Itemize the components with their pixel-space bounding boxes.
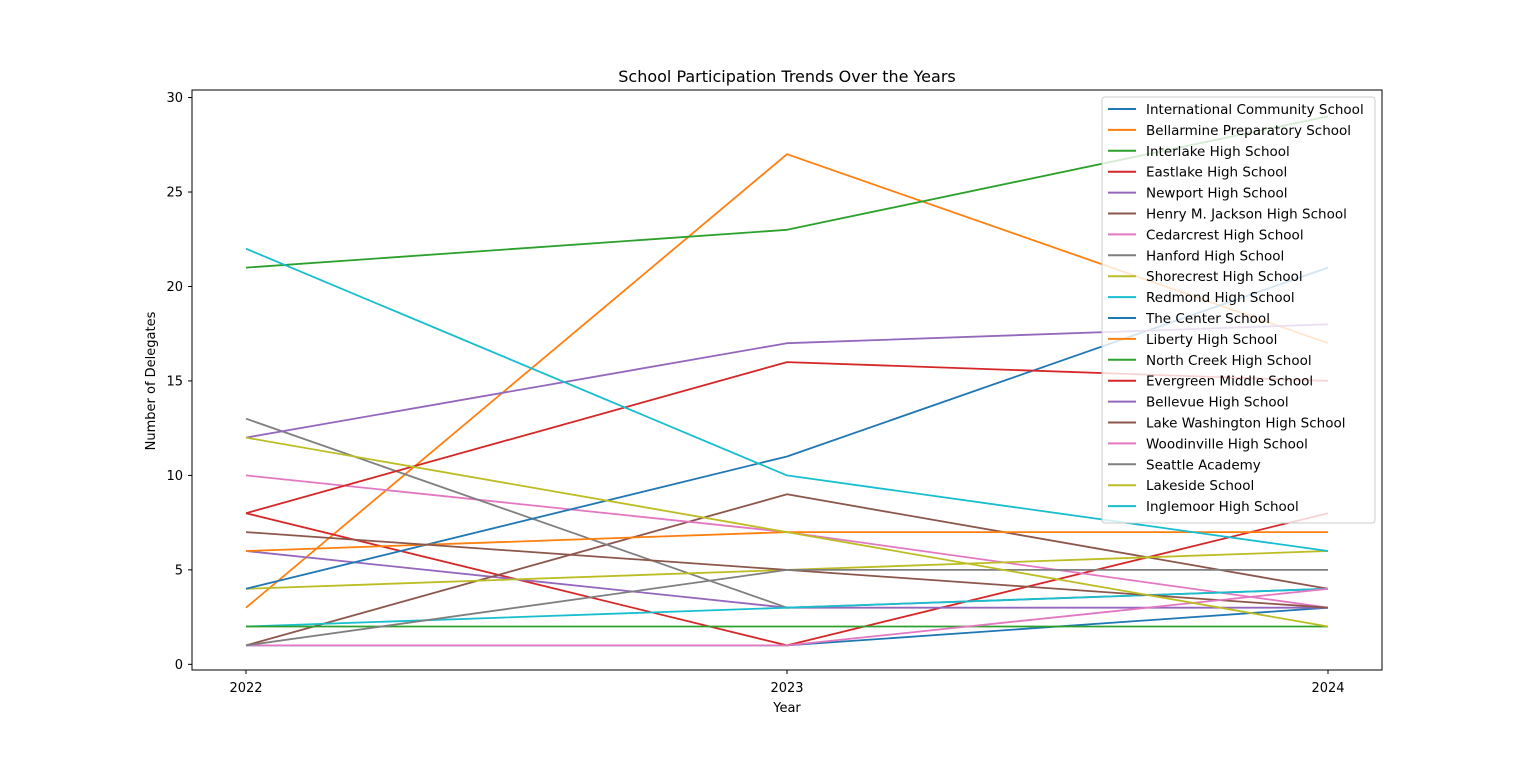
legend-label: Lakeside School bbox=[1146, 478, 1254, 494]
legend-label: Henry M. Jackson High School bbox=[1146, 207, 1347, 223]
legend-label: Woodinville High School bbox=[1146, 436, 1308, 452]
legend-item: Lakeside School bbox=[1108, 478, 1254, 494]
legend-label: Evergreen Middle School bbox=[1146, 374, 1313, 390]
legend-item: Cedarcrest High School bbox=[1108, 227, 1304, 243]
legend-label: North Creek High School bbox=[1146, 353, 1312, 369]
y-tick-label: 30 bbox=[166, 91, 183, 106]
legend-label: Newport High School bbox=[1146, 186, 1288, 202]
y-axis: 0 5 10 15 20 25 30 bbox=[166, 91, 192, 673]
legend-label: Seattle Academy bbox=[1146, 457, 1261, 473]
legend-label: Lake Washington High School bbox=[1146, 416, 1346, 432]
legend-label: The Center School bbox=[1145, 311, 1270, 327]
legend-item: Evergreen Middle School bbox=[1108, 374, 1313, 390]
x-axis-label: Year bbox=[772, 701, 801, 716]
legend-item: Shorecrest High School bbox=[1108, 269, 1303, 285]
y-tick-label: 10 bbox=[166, 469, 183, 484]
legend-label: Hanford High School bbox=[1146, 248, 1284, 264]
legend: International Community School Bellarmine… bbox=[1101, 96, 1376, 524]
legend-item: Interlake High School bbox=[1108, 144, 1290, 160]
series-line-20 bbox=[245, 247, 1329, 552]
legend-item: North Creek High School bbox=[1108, 353, 1312, 369]
series-line-18 bbox=[245, 569, 1328, 647]
legend-item: Henry M. Jackson High School bbox=[1108, 207, 1347, 223]
legend-item: Lake Washington High School bbox=[1108, 416, 1346, 432]
y-tick-label: 20 bbox=[166, 280, 183, 295]
legend-label: Inglemoor High School bbox=[1146, 499, 1299, 515]
y-axis-label: Number of Delegates bbox=[144, 311, 159, 450]
y-tick-label: 25 bbox=[166, 186, 183, 201]
legend-label: Redmond High School bbox=[1146, 290, 1295, 306]
legend-item: Bellevue High School bbox=[1108, 395, 1289, 411]
legend-label: Eastlake High School bbox=[1146, 165, 1287, 181]
legend-item: Bellarmine Preparatory School bbox=[1108, 123, 1351, 139]
legend-label: Cedarcrest High School bbox=[1146, 227, 1304, 243]
y-tick-label: 5 bbox=[175, 563, 183, 578]
x-tick-label: 2022 bbox=[229, 681, 262, 696]
chart-title: School Participation Trends Over the Yea… bbox=[618, 67, 956, 86]
legend-item: Eastlake High School bbox=[1108, 165, 1287, 181]
legend-item: Redmond High School bbox=[1108, 290, 1295, 306]
x-tick-label: 2024 bbox=[1311, 681, 1344, 696]
legend-label: Shorecrest High School bbox=[1146, 269, 1303, 285]
legend-item: Hanford High School bbox=[1108, 248, 1284, 264]
y-tick-label: 15 bbox=[166, 374, 183, 389]
legend-item: Seattle Academy bbox=[1108, 457, 1261, 473]
x-tick-label: 2023 bbox=[770, 681, 803, 696]
legend-label: Bellarmine Preparatory School bbox=[1146, 123, 1351, 139]
legend-item: Woodinville High School bbox=[1108, 436, 1308, 452]
y-tick-label: 0 bbox=[175, 658, 183, 673]
legend-label: International Community School bbox=[1146, 102, 1364, 118]
x-axis: 2022 2023 2024 bbox=[229, 670, 1345, 696]
legend-label: Liberty High School bbox=[1146, 332, 1277, 348]
series-line-17 bbox=[246, 587, 1329, 647]
legend-label: Bellevue High School bbox=[1146, 395, 1289, 411]
legend-item: Newport High School bbox=[1108, 186, 1288, 202]
legend-item: Liberty High School bbox=[1108, 332, 1277, 348]
legend-frame bbox=[1101, 96, 1376, 524]
series-lines bbox=[245, 115, 1329, 647]
legend-item: International Community School bbox=[1108, 102, 1364, 118]
legend-label: Interlake High School bbox=[1146, 144, 1290, 160]
series-line-19 bbox=[245, 436, 1329, 628]
legend-item: The Center School bbox=[1108, 311, 1270, 327]
legend-item: Inglemoor High School bbox=[1108, 499, 1299, 515]
